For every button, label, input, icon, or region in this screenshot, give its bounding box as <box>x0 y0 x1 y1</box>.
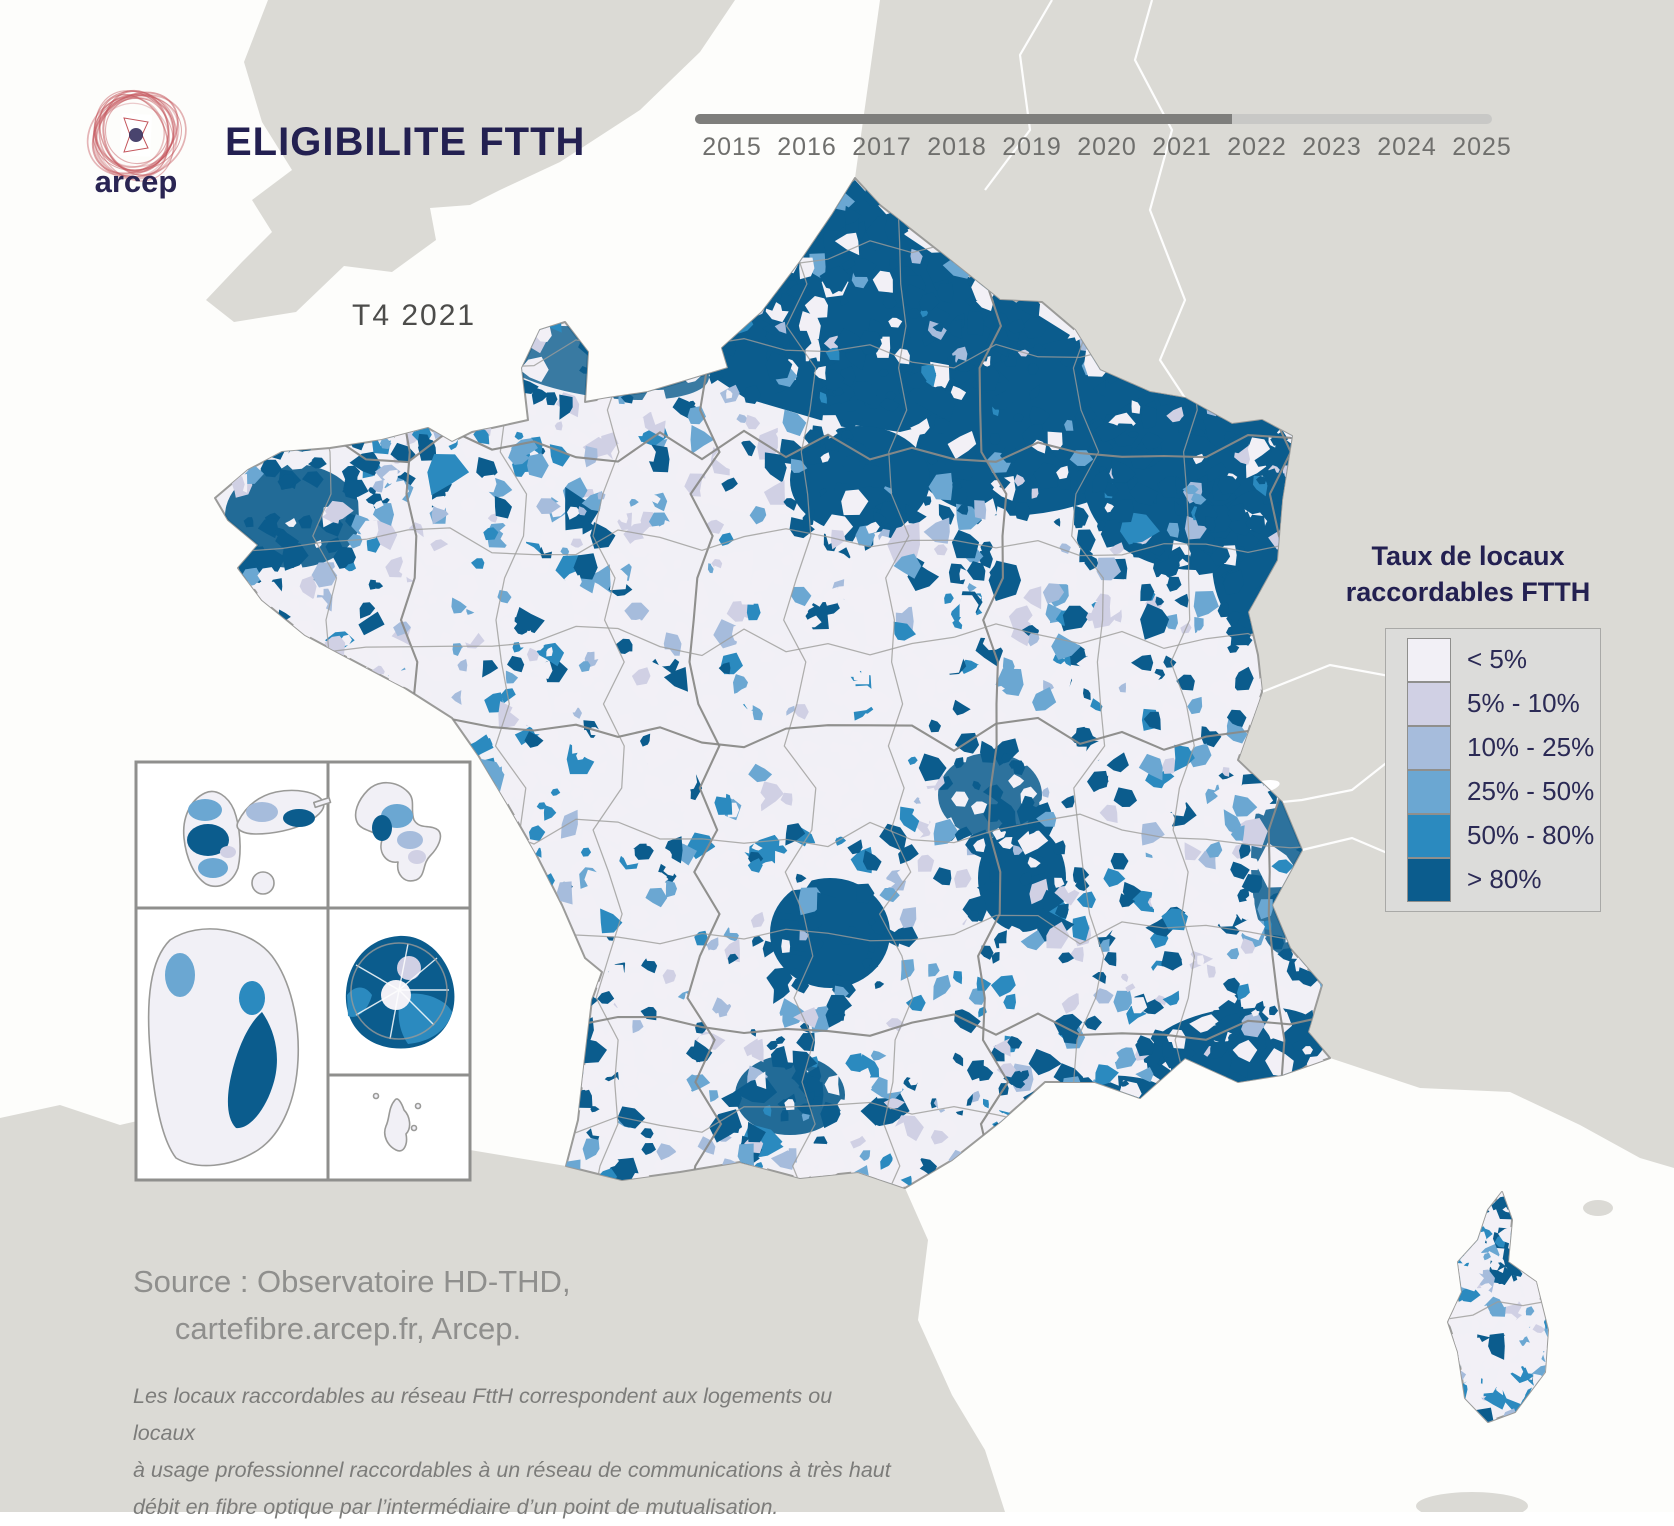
arcep-logo: arcep <box>86 89 187 199</box>
sardinia-edge <box>1416 1492 1528 1512</box>
legend-class-label: < 5% <box>1467 643 1527 674</box>
timeline-slider-track[interactable] <box>695 114 1492 124</box>
legend-swatch <box>1407 681 1451 726</box>
timeline-year-2021[interactable]: 2021 <box>1152 133 1212 161</box>
source-text: Source : Observatoire HD-THD, cartefibre… <box>133 1264 571 1346</box>
timeline-year-2025[interactable]: 2025 <box>1452 133 1512 161</box>
period-label: T4 2021 <box>352 299 477 332</box>
legend-swatch <box>1407 637 1451 682</box>
spain-landmass <box>0 1105 1005 1512</box>
legend-swatch <box>1407 725 1451 770</box>
timeline-year-2022[interactable]: 2022 <box>1227 133 1287 161</box>
legend-title: Taux de locaux raccordables FTTH <box>1345 541 1591 607</box>
legend-class-label: 5% - 10% <box>1467 687 1580 718</box>
legend-row-5: > 80% <box>1407 857 1600 902</box>
timeline-year-2024[interactable]: 2024 <box>1377 133 1437 161</box>
legend-class-label: 25% - 50% <box>1467 775 1595 806</box>
timeline-year-2018[interactable]: 2018 <box>927 133 987 161</box>
timeline-year-2019[interactable]: 2019 <box>1002 133 1062 161</box>
legend-class-label: > 80% <box>1467 863 1542 894</box>
legend: < 5% 5% - 10% 10% - 25% 25% - 50% 50% - 80% >… <box>1385 628 1601 912</box>
timeline-year-2016[interactable]: 2016 <box>777 133 837 161</box>
page-title: ELIGIBILITE FTTH <box>225 120 586 164</box>
legend-row-2: 10% - 25% <box>1407 725 1600 770</box>
guyane-territory <box>147 928 300 1167</box>
timeline-year-2023[interactable]: 2023 <box>1302 133 1362 161</box>
legend-swatch <box>1407 813 1451 858</box>
mayotte-island <box>372 1092 422 1152</box>
martinique-island <box>354 781 442 882</box>
legend-row-4: 50% - 80% <box>1407 813 1600 858</box>
reunion-island <box>345 935 455 1049</box>
arcep-logo-scribble-icon <box>86 89 187 182</box>
footnote-text: Les locaux raccordables au réseau FttH c… <box>133 1384 891 1519</box>
legend-row-0: < 5% <box>1407 637 1600 682</box>
legend-swatch <box>1407 857 1451 902</box>
legend-swatch <box>1407 769 1451 814</box>
legend-row-3: 25% - 50% <box>1407 769 1600 814</box>
legend-class-label: 10% - 25% <box>1467 731 1595 762</box>
legend-row-1: 5% - 10% <box>1407 681 1600 726</box>
england-landmass <box>206 0 735 322</box>
overseas-insets <box>134 760 472 1182</box>
arcep-logo-text: arcep <box>95 164 178 199</box>
timeline-slider-progress[interactable] <box>695 114 1232 124</box>
guadeloupe-island <box>182 789 332 895</box>
legend-class-label: 50% - 80% <box>1467 819 1595 850</box>
timeline-year-2015[interactable]: 2015 <box>702 133 762 161</box>
timeline-year-2017[interactable]: 2017 <box>852 133 912 161</box>
timeline-year-2020[interactable]: 2020 <box>1077 133 1137 161</box>
elba-island <box>1583 1200 1613 1216</box>
